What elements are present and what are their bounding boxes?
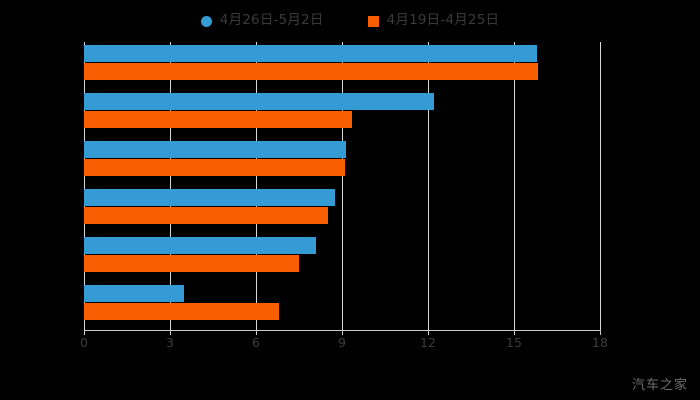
tick-mark (514, 330, 515, 335)
tick-label: 18 (592, 335, 608, 350)
legend-item-1[interactable]: 4月19日-4月25日 (367, 12, 500, 29)
tick-label: 15 (506, 335, 522, 350)
tick-label: 6 (252, 335, 260, 350)
legend-label-1: 4月19日-4月25日 (386, 12, 500, 29)
bar[interactable] (84, 159, 345, 176)
tick-label: 12 (420, 335, 436, 350)
square-marker-icon (367, 15, 379, 27)
bar[interactable] (84, 111, 353, 128)
tick-label: 0 (80, 335, 88, 350)
bar[interactable] (84, 45, 537, 62)
bar[interactable] (84, 303, 279, 320)
bar-group-row: 美国 (84, 42, 600, 90)
gridline (256, 42, 257, 330)
bar[interactable] (84, 63, 539, 80)
gridline (170, 42, 171, 330)
legend-item-0[interactable]: 4月26日-5月2日 (200, 12, 324, 29)
chart-legend: 4月26日-5月2日 4月19日-4月25日 (0, 8, 700, 34)
gridline (514, 42, 515, 330)
tick-mark (600, 330, 601, 335)
bar[interactable] (84, 141, 347, 158)
bar-group-row: 法国 (84, 90, 600, 138)
bar[interactable] (84, 255, 299, 272)
tick-label: 3 (166, 335, 174, 350)
plot-area: 美国法国德国日本中国韩国 (84, 42, 601, 330)
bar-group-row: 德国 (84, 138, 600, 186)
bar[interactable] (84, 285, 185, 302)
legend-label-0: 4月26日-5月2日 (219, 12, 324, 29)
circle-marker-icon (200, 15, 212, 27)
tick-mark (84, 330, 85, 335)
bar[interactable] (84, 237, 317, 254)
gridline (342, 42, 343, 330)
tick-mark (342, 330, 343, 335)
gridline (600, 42, 601, 330)
bar-group-row: 中国 (84, 234, 600, 282)
tick-mark (256, 330, 257, 335)
bar-group-row: 日本 (84, 186, 600, 234)
gridline (84, 42, 85, 330)
tick-mark (170, 330, 171, 335)
tick-mark (428, 330, 429, 335)
bar-group-row: 韩国 (84, 282, 600, 330)
gridline (428, 42, 429, 330)
bar[interactable] (84, 189, 335, 206)
bar[interactable] (84, 93, 434, 110)
bar[interactable] (84, 207, 328, 224)
watermark: 汽车之家 (631, 378, 688, 393)
tick-label: 9 (338, 335, 346, 350)
